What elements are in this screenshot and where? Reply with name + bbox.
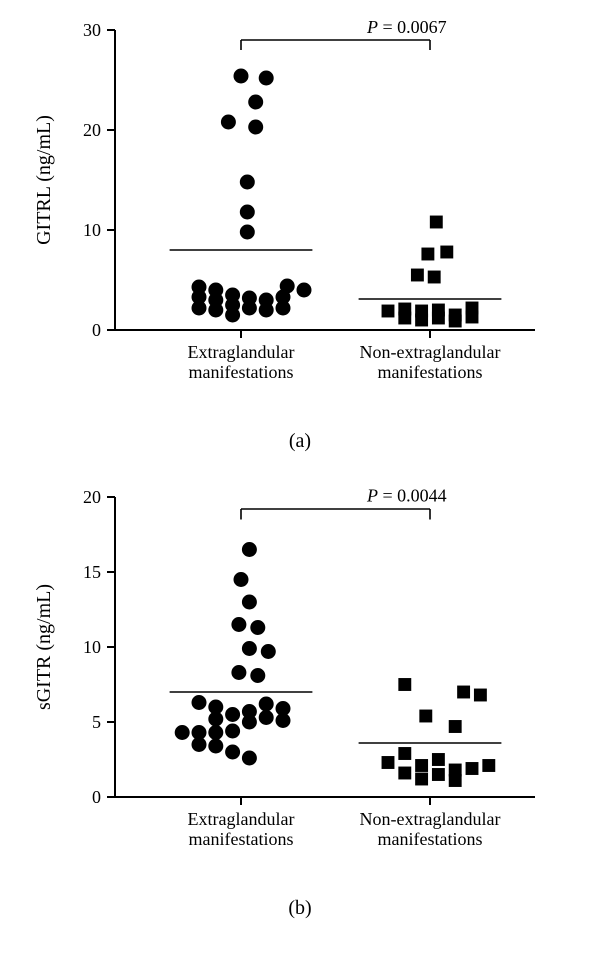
- data-point: [175, 726, 189, 740]
- data-point: [192, 738, 206, 752]
- data-point: [416, 773, 428, 785]
- panel-b-svg: 05101520sGITR (ng/mL)Extraglandularmanif…: [0, 467, 600, 887]
- data-point: [240, 225, 254, 239]
- data-point: [226, 708, 240, 722]
- data-point: [259, 697, 273, 711]
- data-point: [449, 315, 461, 327]
- data-point: [226, 745, 240, 759]
- y-tick-label: 10: [83, 220, 101, 240]
- data-point: [399, 767, 411, 779]
- data-point: [242, 301, 256, 315]
- data-point: [449, 775, 461, 787]
- data-point: [192, 301, 206, 315]
- data-point: [422, 248, 434, 260]
- data-point: [399, 748, 411, 760]
- data-point: [276, 301, 290, 315]
- data-point: [276, 702, 290, 716]
- data-point: [209, 739, 223, 753]
- panel-a-sublabel: (a): [0, 420, 600, 467]
- data-point: [466, 763, 478, 775]
- data-point: [234, 69, 248, 83]
- data-point: [297, 283, 311, 297]
- data-point: [242, 751, 256, 765]
- data-point: [382, 757, 394, 769]
- data-point: [259, 711, 273, 725]
- panel-b: 05101520sGITR (ng/mL)Extraglandularmanif…: [0, 467, 600, 887]
- data-point: [382, 305, 394, 317]
- data-point: [234, 573, 248, 587]
- data-point: [242, 543, 256, 557]
- data-point: [399, 679, 411, 691]
- data-point: [432, 769, 444, 781]
- y-tick-label: 0: [92, 320, 101, 340]
- data-point: [251, 621, 265, 635]
- category-label: manifestations: [189, 829, 294, 849]
- data-point: [209, 303, 223, 317]
- panel-a-svg: 0102030GITRL (ng/mL)Extraglandularmanife…: [0, 0, 600, 420]
- data-point: [483, 760, 495, 772]
- data-point: [420, 710, 432, 722]
- category-label: manifestations: [189, 362, 294, 382]
- data-point: [466, 302, 478, 314]
- data-point: [226, 308, 240, 322]
- data-point: [242, 715, 256, 729]
- data-point: [240, 175, 254, 189]
- category-label: manifestations: [378, 362, 483, 382]
- data-point: [259, 303, 273, 317]
- data-point: [242, 595, 256, 609]
- y-tick-label: 20: [83, 487, 101, 507]
- y-tick-label: 15: [83, 562, 101, 582]
- data-point: [209, 712, 223, 726]
- data-point: [192, 696, 206, 710]
- data-point: [232, 666, 246, 680]
- data-point: [416, 314, 428, 326]
- data-point: [226, 724, 240, 738]
- data-point: [474, 689, 486, 701]
- data-point: [449, 721, 461, 733]
- data-point: [416, 760, 428, 772]
- y-tick-label: 10: [83, 637, 101, 657]
- data-point: [430, 216, 442, 228]
- figure-wrap: 0102030GITRL (ng/mL)Extraglandularmanife…: [0, 0, 600, 934]
- data-point: [232, 618, 246, 632]
- category-label: manifestations: [378, 829, 483, 849]
- data-point: [242, 642, 256, 656]
- data-point: [221, 115, 235, 129]
- data-point: [432, 304, 444, 316]
- category-label: Extraglandular: [188, 809, 295, 829]
- category-label: Non-extraglandular: [360, 342, 501, 362]
- category-label: Extraglandular: [188, 342, 295, 362]
- data-point: [249, 95, 263, 109]
- panel-b-sublabel: (b): [0, 887, 600, 934]
- data-point: [240, 205, 254, 219]
- pvalue-text: P = 0.0044: [366, 486, 447, 506]
- data-point: [209, 726, 223, 740]
- y-tick-label: 0: [92, 787, 101, 807]
- data-point: [249, 120, 263, 134]
- data-point: [441, 246, 453, 258]
- data-point: [411, 269, 423, 281]
- data-point: [251, 669, 265, 683]
- y-axis-label: sGITR (ng/mL): [33, 584, 55, 710]
- panel-a: 0102030GITRL (ng/mL)Extraglandularmanife…: [0, 0, 600, 420]
- y-tick-label: 5: [92, 712, 101, 732]
- pvalue-text: P = 0.0067: [366, 17, 447, 37]
- data-point: [428, 271, 440, 283]
- data-point: [259, 71, 273, 85]
- data-point: [261, 645, 275, 659]
- y-tick-label: 20: [83, 120, 101, 140]
- y-axis-label: GITRL (ng/mL): [33, 115, 55, 245]
- data-point: [399, 303, 411, 315]
- data-point: [432, 754, 444, 766]
- y-tick-label: 30: [83, 20, 101, 40]
- category-label: Non-extraglandular: [360, 809, 501, 829]
- data-point: [458, 686, 470, 698]
